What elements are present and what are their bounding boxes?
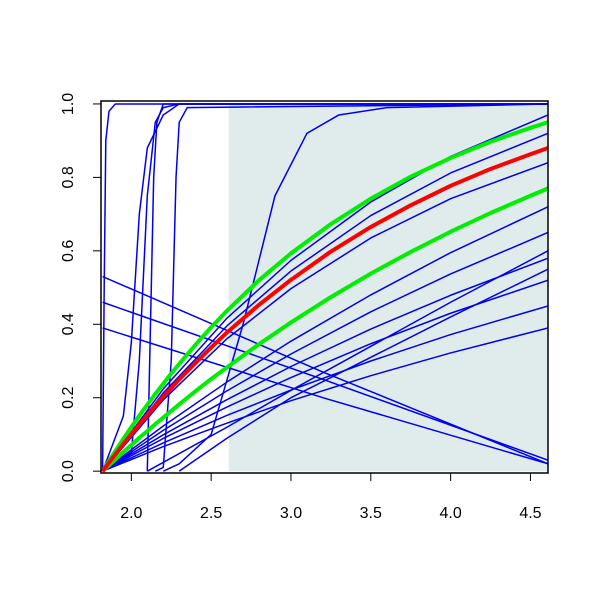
x-tick-label: 2.5: [200, 505, 222, 522]
series-line: [102, 231, 548, 472]
series-line: [101, 103, 548, 472]
x-tick-label: 3.0: [280, 505, 302, 522]
series-line: [101, 146, 548, 473]
y-tick-label: 0.4: [60, 313, 77, 335]
series-line: [178, 268, 548, 472]
y-tick-label: 0.0: [60, 460, 77, 482]
series-line: [101, 103, 548, 472]
y-tick-label: 1.0: [60, 93, 77, 115]
series-line: [102, 161, 548, 472]
series-line: [102, 257, 548, 472]
y-tick-label: 0.8: [60, 166, 77, 188]
x-tick-label: 2.0: [120, 505, 142, 522]
series-line: [102, 301, 548, 461]
y-tick-label: 0.6: [60, 240, 77, 262]
series-line: [146, 250, 548, 472]
y-tick-label: 0.2: [60, 386, 77, 408]
x-tick-label: 4.5: [519, 505, 541, 522]
plot-frame: [100, 100, 549, 474]
series-line: [101, 120, 548, 473]
x-tick-label: 4.0: [439, 505, 461, 522]
series-line: [162, 103, 548, 472]
series-line: [102, 327, 548, 472]
shaded-region: [228, 103, 548, 472]
series-line: [102, 327, 548, 465]
series-line: [102, 279, 548, 472]
series-line: [146, 103, 548, 472]
series-line: [102, 206, 548, 472]
series-line: [154, 103, 548, 472]
x-tick-label: 3.5: [360, 505, 382, 522]
series-line: [101, 186, 548, 473]
plot-area: [101, 103, 548, 473]
series-line: [102, 132, 548, 472]
